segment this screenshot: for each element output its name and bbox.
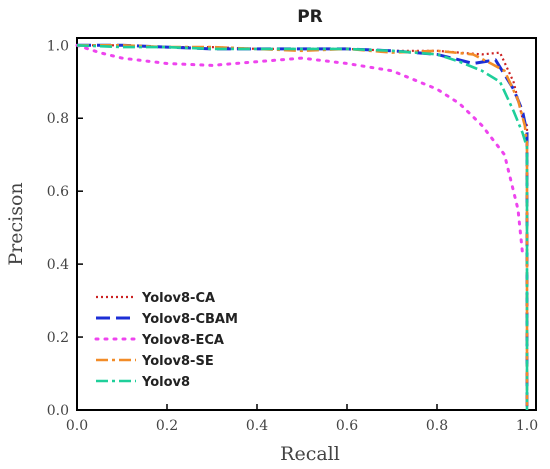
x-tick-label: 1.0 xyxy=(516,418,538,434)
series-layer xyxy=(75,43,529,410)
legend-label: Yolov8-SE xyxy=(141,354,214,369)
legend-label: Yolov8-CBAM xyxy=(141,312,238,327)
plot-frame xyxy=(76,37,537,411)
series-line-yolov8-se xyxy=(77,44,529,410)
y-tick-label: 0.8 xyxy=(47,111,69,127)
series-line-yolov8-eca xyxy=(75,43,524,255)
x-tick-label: 0.2 xyxy=(156,418,178,434)
y-tick-label: 0.6 xyxy=(47,184,69,200)
legend-label: Yolov8-CA xyxy=(141,291,215,306)
x-tick-label: 0.0 xyxy=(66,418,88,434)
y-tick-label: 0.2 xyxy=(47,330,69,346)
y-tick-label: 0.4 xyxy=(47,257,69,273)
legend-label: Yolov8 xyxy=(141,375,190,390)
y-tick-label: 0.0 xyxy=(47,403,69,419)
x-tick-label: 0.6 xyxy=(336,418,358,434)
legend: Yolov8-CA Yolov8-CBAM Yolov8-ECA Yolov8-SE Y… xyxy=(94,291,238,390)
x-axis-label: Recall xyxy=(280,443,340,465)
x-axis-ticks: 0.0 0.2 0.4 0.6 0.8 1.0 xyxy=(66,404,538,434)
x-tick-label: 0.4 xyxy=(246,418,268,434)
y-tick-label: 1.0 xyxy=(47,38,69,54)
x-tick-label: 0.8 xyxy=(426,418,448,434)
y-axis-label: Precison xyxy=(5,182,27,265)
chart-title: PR xyxy=(297,7,323,27)
y-axis-ticks: 0.0 0.2 0.4 0.6 0.8 1.0 xyxy=(47,38,83,419)
legend-label: Yolov8-ECA xyxy=(141,333,224,348)
